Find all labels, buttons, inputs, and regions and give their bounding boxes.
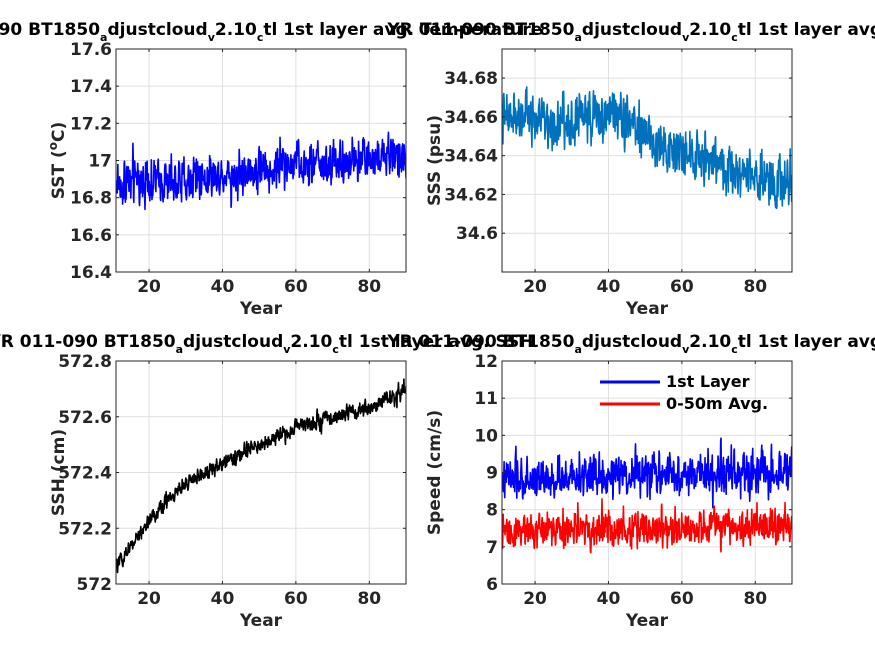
x-tick-label: 60 [284,589,308,609]
y-tick-label: 572.6 [58,408,112,428]
x-axis-label: Year [625,611,669,631]
y-tick-label: 7 [486,538,498,558]
x-tick-label: 20 [523,589,547,609]
x-axis-label: Year [625,299,669,319]
y-tick-label: 34.6 [456,224,498,244]
x-axis-label: Year [239,611,283,631]
x-tick-label: 80 [743,589,767,609]
x-tick-label: 40 [597,589,621,609]
y-tick-label: 572.4 [58,464,112,484]
y-tick-label: 9 [486,464,498,484]
y-tick-label: 16.4 [70,263,112,283]
y-tick-label: 34.68 [444,69,498,89]
panel-3: 20 40 60 80 572 572.2 572.4 572.6 572.8 Year SSH (… [0,332,534,631]
y-tick-label: 572.8 [58,352,112,372]
y-axis-label: SSH (cm) [49,429,69,516]
panel-title: -090 BT1850adjustcloudv2.10ctl 1st layer… [0,20,542,44]
y-tick-label: 572.2 [58,519,112,539]
x-tick-label: 20 [137,277,161,297]
y-tick-label: 17.4 [70,77,112,97]
panel-title: YR 011-090 BT1850adjustcloudv2.10ctl 1st… [0,332,534,356]
panel-1: 20 40 60 80 16.4 16.6 16.8 17 17.2 17.4 17.6 Year SS… [0,20,542,319]
series-line [502,498,792,554]
y-tick-label: 34.64 [444,147,498,167]
panel-4: 20 40 60 80 6 7 8 9 10 11 12 Year Speed (cm/s) YR 011… [386,332,875,631]
y-tick-label: 17 [88,152,112,172]
y-axis-label: Speed (cm/s) [425,410,445,535]
y-tick-label: 17.2 [70,114,112,134]
y-tick-label: 12 [474,352,498,372]
y-tick-label: 17.6 [70,40,112,60]
x-tick-label: 40 [211,589,235,609]
axes-frame [501,48,793,273]
x-tick-label: 80 [357,277,381,297]
x-tick-label: 20 [137,589,161,609]
y-tick-label: 8 [486,501,498,521]
x-tick-label: 60 [670,277,694,297]
y-axis-label: SST (oC) [46,122,69,200]
series-line [502,86,792,210]
y-tick-label: 11 [474,389,498,409]
legend-label: 0-50m Avg. [666,394,768,413]
y-tick-label: 34.62 [444,185,498,205]
y-tick-label: 10 [474,426,498,446]
panel-2: 20 40 60 80 34.6 34.62 34.64 34.66 34.68 Year SSS … [386,20,875,319]
x-tick-label: 40 [597,277,621,297]
x-tick-label: 60 [284,277,308,297]
panel-title: YR 011-090 BT1850adjustcloudv2.10ctl 1st… [386,20,875,44]
panel-title: YR 011-090 BT1850adjustcloudv2.10ctl 1st… [386,332,875,356]
legend-label: 1st Layer [666,372,750,391]
y-axis-label: SSS (psu) [425,115,445,206]
y-tick-label: 572 [77,575,113,595]
x-tick-label: 20 [523,277,547,297]
y-tick-label: 16.6 [70,226,112,246]
series-line [116,378,406,574]
series-line [116,131,406,211]
series-line [502,437,792,509]
y-tick-label: 34.66 [444,108,498,128]
y-tick-label: 16.8 [70,189,112,209]
plot-area [502,49,792,272]
x-tick-label: 60 [670,589,694,609]
x-tick-label: 40 [211,277,235,297]
y-tick-label: 6 [486,575,498,595]
x-axis-label: Year [239,299,283,319]
x-tick-label: 80 [743,277,767,297]
x-tick-label: 80 [357,589,381,609]
